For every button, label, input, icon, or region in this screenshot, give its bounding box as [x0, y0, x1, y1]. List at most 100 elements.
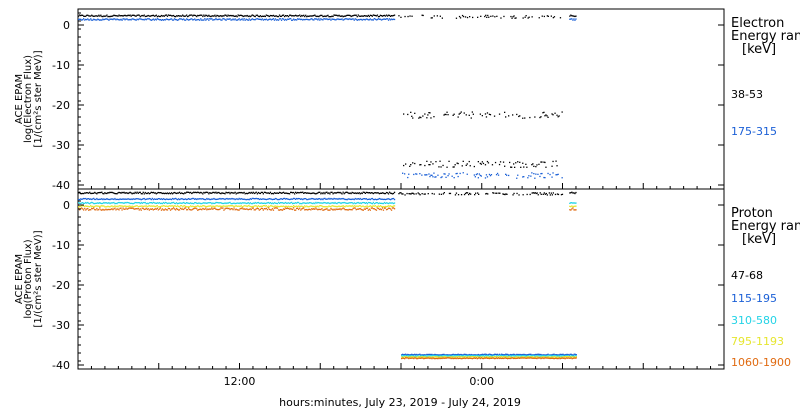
data-point: [541, 357, 543, 359]
data-point: [265, 192, 267, 194]
data-point: [207, 15, 209, 17]
data-point: [546, 354, 548, 356]
data-point: [362, 18, 364, 21]
data-point: [295, 191, 297, 193]
data-point: [369, 192, 371, 194]
data-point: [305, 209, 307, 211]
data-point: [373, 208, 375, 210]
data-point: [191, 198, 193, 200]
data-point: [398, 15, 400, 17]
data-point: [202, 19, 204, 21]
data-point: [200, 198, 202, 200]
data-point: [153, 208, 155, 210]
data-point: [383, 14, 386, 17]
data-point: [322, 19, 324, 21]
data-point: [196, 192, 198, 194]
data-point: [124, 208, 126, 210]
data-point: [147, 198, 149, 200]
data-point: [324, 15, 326, 17]
data-point: [151, 205, 153, 207]
data-point: [174, 209, 177, 211]
data-point: [373, 198, 375, 201]
data-point: [501, 354, 504, 357]
data-point: [173, 208, 176, 210]
data-point: [91, 198, 93, 201]
data-point: [234, 209, 236, 211]
data-point: [176, 15, 179, 17]
data-point: [410, 355, 412, 357]
data-point: [270, 193, 273, 195]
data-point: [523, 166, 525, 168]
data-point: [363, 202, 365, 204]
data-point: [414, 356, 416, 358]
data-point: [271, 15, 274, 17]
data-point: [100, 205, 102, 207]
data-point: [536, 357, 538, 360]
data-point: [375, 206, 378, 208]
data-point: [300, 15, 302, 18]
data-point: [78, 18, 80, 21]
data-point: [471, 358, 473, 360]
data-point: [293, 197, 295, 200]
data-point: [527, 355, 529, 357]
data-point: [551, 355, 553, 357]
data-point: [385, 191, 388, 194]
data-point: [333, 197, 335, 200]
data-point: [134, 198, 136, 200]
data-point: [191, 209, 193, 211]
data-point: [482, 353, 485, 356]
data-point: [429, 356, 431, 358]
data-point: [266, 198, 269, 200]
data-point: [251, 203, 253, 205]
data-point: [570, 353, 572, 355]
data-point: [540, 356, 542, 358]
data-point: [340, 202, 342, 205]
data-point: [523, 353, 525, 356]
data-point: [490, 357, 493, 359]
data-point: [493, 192, 495, 194]
data-point: [205, 207, 207, 209]
data-point: [234, 15, 236, 17]
data-point: [202, 198, 204, 200]
data-point: [315, 193, 317, 195]
data-point: [243, 205, 245, 207]
data-point: [361, 209, 363, 211]
data-point: [358, 205, 360, 207]
data-point: [327, 18, 329, 21]
data-point: [136, 191, 138, 193]
data-point: [521, 356, 523, 358]
data-point: [389, 19, 392, 21]
data-point: [504, 354, 506, 356]
data-point: [494, 161, 497, 164]
data-point: [262, 15, 264, 17]
data-point: [360, 18, 362, 21]
data-point: [559, 17, 562, 19]
data-point: [86, 198, 88, 200]
data-point: [381, 198, 384, 200]
data-point: [151, 19, 153, 21]
data-point: [81, 14, 83, 16]
data-point: [243, 202, 245, 204]
data-point: [412, 354, 414, 356]
data-point: [242, 198, 244, 200]
data-point: [166, 18, 169, 20]
data-point: [504, 356, 506, 358]
data-point: [338, 14, 340, 16]
data-point: [139, 198, 141, 200]
data-point: [149, 205, 151, 207]
data-point: [269, 205, 272, 207]
data-point: [254, 198, 256, 200]
data-point: [293, 18, 295, 20]
data-point: [141, 198, 143, 200]
data-point: [374, 202, 377, 204]
data-point: [246, 14, 248, 17]
data-point: [463, 353, 465, 355]
data-point: [284, 18, 287, 21]
data-point: [298, 15, 300, 17]
data-point: [454, 356, 456, 358]
data-point: [514, 357, 516, 359]
data-point: [426, 117, 428, 119]
data-point: [336, 14, 338, 17]
data-point: [487, 354, 490, 357]
data-point: [222, 207, 224, 209]
